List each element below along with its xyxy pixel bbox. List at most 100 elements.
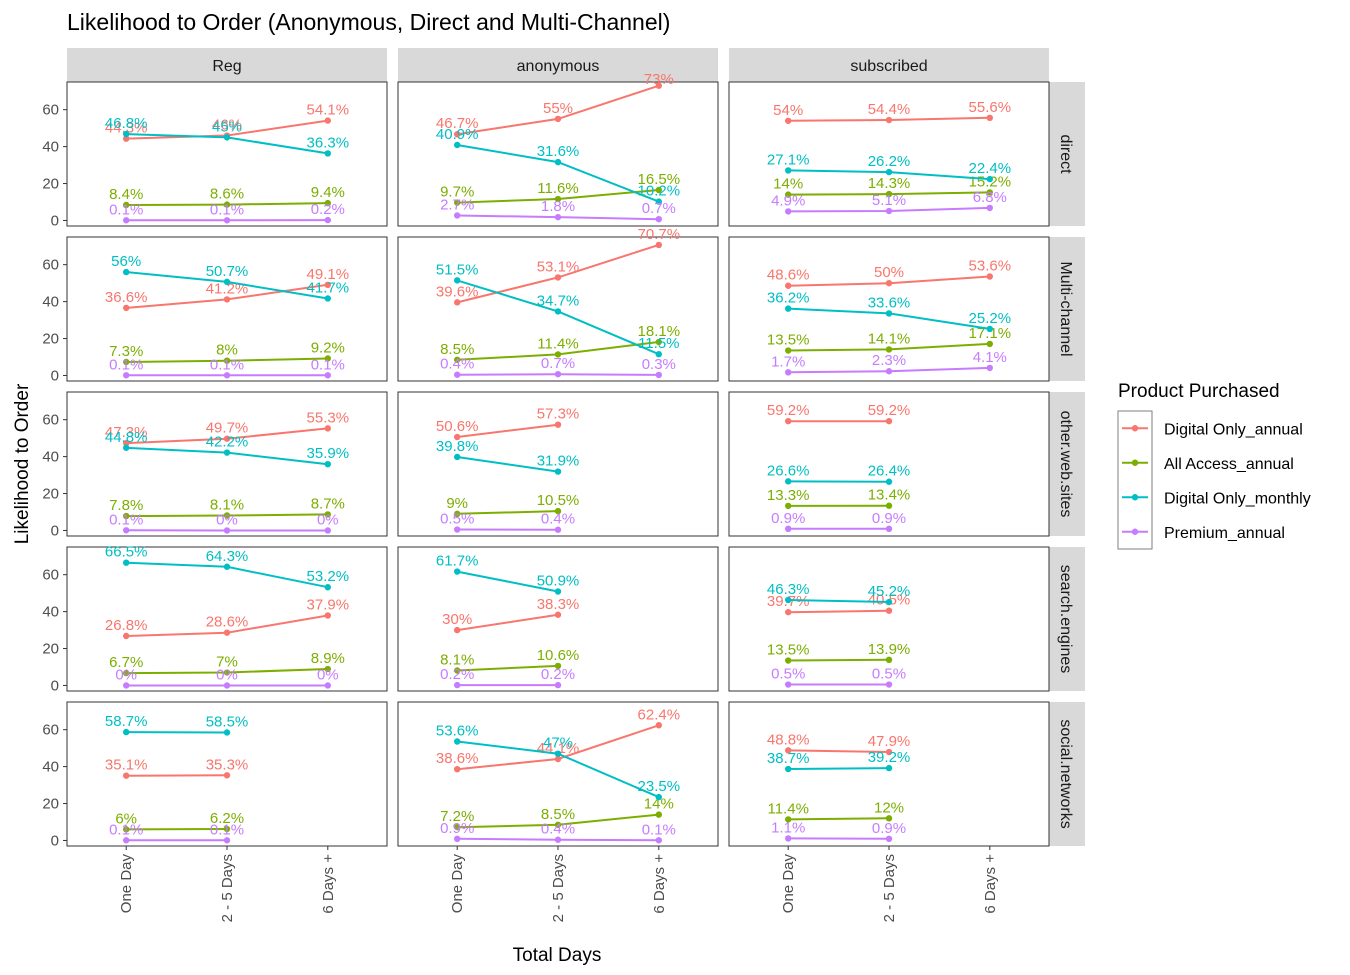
panel-border	[66, 236, 388, 382]
data-label-premium-annual: 0%	[317, 511, 339, 528]
legend-key-point-digital-only-annual	[1131, 425, 1139, 432]
data-label-digital-only-annual: 59.2%	[868, 402, 911, 419]
data-label-digital-only-annual: 55.6%	[969, 99, 1012, 116]
data-point-digital-only-monthly	[554, 158, 562, 166]
data-label-premium-annual: 4.9%	[771, 192, 805, 209]
data-point-all-access-annual	[324, 511, 331, 518]
data-point-all-access-annual	[986, 189, 993, 196]
data-label-premium-annual: 0.2%	[541, 666, 575, 683]
x-tick-label: One Day	[118, 854, 135, 914]
y-tick-label: 0	[51, 212, 59, 229]
data-point-all-access-annual	[324, 199, 331, 207]
data-label-digital-only-annual: 38.6%	[436, 750, 479, 767]
data-point-digital-only-monthly	[554, 308, 562, 315]
data-label-premium-annual: 0.1%	[311, 356, 345, 373]
data-point-digital-only-annual	[123, 135, 130, 142]
data-point-digital-only-monthly	[986, 325, 993, 333]
data-point-digital-only-annual	[223, 772, 231, 779]
data-label-premium-annual: 6.8%	[973, 189, 1007, 206]
data-point-digital-only-monthly	[785, 596, 792, 604]
row-strip-direct	[1049, 82, 1085, 226]
data-label-premium-annual: 0.1%	[109, 201, 143, 218]
y-tick-label: 60	[42, 102, 59, 119]
legend-key-point-digital-only-monthly	[1131, 494, 1139, 501]
data-label-digital-only-monthly: 64.3%	[206, 548, 249, 565]
data-label-all-access-annual: 13.5%	[767, 332, 810, 349]
data-label-digital-only-monthly: 34.7%	[537, 292, 580, 309]
data-label-premium-annual: 0.1%	[109, 511, 143, 528]
data-label-digital-only-annual: 48.6%	[767, 267, 810, 284]
data-label-all-access-annual: 9.2%	[311, 339, 345, 356]
row-strip-social-networks	[1049, 702, 1085, 846]
data-label-digital-only-annual: 46.7%	[436, 115, 479, 132]
data-label-premium-annual: 0.5%	[872, 666, 906, 683]
data-label-digital-only-monthly: 50.9%	[537, 572, 580, 589]
data-label-digital-only-annual: 50.6%	[436, 418, 479, 435]
legend-key-frame	[1117, 410, 1153, 550]
data-point-digital-only-monthly	[454, 277, 461, 284]
data-point-digital-only-annual	[123, 304, 130, 312]
legend-label-digital-only-monthly: Digital Only_monthly	[1164, 490, 1311, 507]
data-label-all-access-annual: 10.6%	[537, 647, 580, 664]
data-label-digital-only-monthly: 25.2%	[969, 310, 1012, 327]
data-label-digital-only-monthly: 27.1%	[767, 151, 810, 168]
data-point-all-access-annual	[885, 190, 893, 198]
data-point-all-access-annual	[554, 351, 562, 358]
data-label-digital-only-monthly: 35.9%	[307, 445, 350, 462]
data-point-digital-only-annual	[785, 282, 792, 289]
data-point-digital-only-annual	[554, 274, 562, 281]
data-point-digital-only-monthly	[123, 268, 130, 276]
data-label-premium-annual: 0.1%	[109, 356, 143, 373]
data-label-premium-annual: 0.9%	[771, 510, 805, 527]
data-point-premium-annual	[554, 370, 562, 378]
data-point-premium-annual	[655, 371, 662, 379]
panel-direct-reg: 44.3% 46% 54.1% 8.4% 8.6% 9.4% 46.8% 45% 36.3% 0.…	[66, 81, 388, 227]
data-point-digital-only-monthly	[554, 750, 562, 757]
data-point-premium-annual	[885, 525, 893, 532]
data-point-premium-annual	[885, 681, 893, 688]
panel-direct-anonymous: 46.7% 55% 73% 9.7% 11.6% 16.5% 40.9% 31.6% 10.2%…	[397, 71, 719, 227]
data-label-all-access-annual: 8.1%	[440, 652, 474, 669]
panel-multi-channel-subscribed: 48.6% 50% 53.6% 13.5% 14.1% 17.1% 36.2% 33.6% 25…	[728, 236, 1050, 382]
data-label-digital-only-annual: 38.3%	[537, 596, 580, 613]
y-tick-label: 0	[51, 522, 59, 539]
data-label-premium-annual: 0.1%	[210, 201, 244, 218]
data-label-all-access-annual: 18.1%	[638, 323, 681, 340]
data-point-all-access-annual	[123, 512, 130, 520]
series-line-digital-only-annual	[788, 609, 890, 614]
data-point-digital-only-annual	[885, 279, 893, 287]
data-point-digital-only-annual	[554, 421, 562, 428]
data-label-digital-only-monthly: 36.3%	[307, 134, 350, 151]
y-tick-label: 20	[42, 486, 59, 503]
data-point-digital-only-annual	[223, 435, 231, 442]
data-point-digital-only-annual	[454, 766, 461, 773]
data-label-premium-annual: 0.7%	[541, 355, 575, 372]
data-label-digital-only-monthly: 45%	[212, 118, 242, 135]
data-label-premium-annual: 0.4%	[541, 511, 575, 528]
data-point-digital-only-monthly	[785, 305, 792, 312]
data-label-digital-only-monthly: 53.2%	[307, 568, 350, 585]
panel-other-web-sites-subscribed: 59.2% 59.2% 13.3% 13.4% 26.6% 26.4% 0.9% 0.9%	[728, 391, 1050, 537]
data-point-premium-annual	[454, 371, 461, 378]
y-tick-label: 0	[51, 677, 59, 694]
panel-direct-subscribed: 54%54.4%55.6%14%14.3%15.2%27.1%26.2%22.4…	[728, 81, 1050, 227]
data-point-digital-only-annual	[655, 722, 662, 729]
col-strip-label-anonymous: anonymous	[517, 58, 600, 75]
x-tick-label: 6 Days +	[651, 854, 668, 914]
data-point-digital-only-monthly	[223, 449, 231, 456]
series-line-digital-only-monthly	[457, 456, 559, 473]
data-label-digital-only-annual: 73%	[644, 71, 674, 88]
data-point-premium-annual	[785, 681, 792, 688]
data-point-digital-only-annual	[324, 612, 331, 619]
data-point-digital-only-annual	[785, 747, 792, 754]
data-point-premium-annual	[986, 364, 993, 372]
data-label-digital-only-monthly: 51.5%	[436, 261, 479, 278]
panel-border	[728, 81, 1050, 227]
data-label-all-access-annual: 12%	[874, 799, 904, 816]
data-point-premium-annual	[454, 212, 461, 219]
data-point-all-access-annual	[655, 811, 662, 818]
data-point-digital-only-monthly	[986, 175, 993, 183]
data-label-all-access-annual: 9%	[446, 495, 468, 512]
data-label-all-access-annual: 7.8%	[109, 497, 143, 514]
series-line-digital-only-annual	[457, 613, 559, 632]
